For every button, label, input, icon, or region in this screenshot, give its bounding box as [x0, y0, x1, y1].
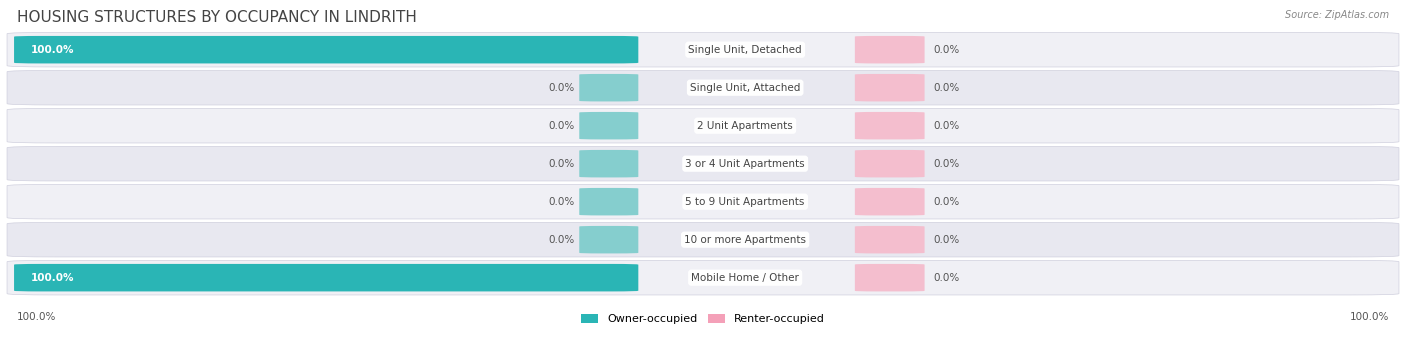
Text: Mobile Home / Other: Mobile Home / Other — [692, 273, 799, 283]
Text: 0.0%: 0.0% — [934, 45, 959, 55]
Text: 3 or 4 Unit Apartments: 3 or 4 Unit Apartments — [685, 159, 806, 169]
FancyBboxPatch shape — [7, 32, 1399, 67]
Text: 0.0%: 0.0% — [934, 159, 959, 169]
Text: 0.0%: 0.0% — [548, 197, 575, 207]
Text: Single Unit, Attached: Single Unit, Attached — [690, 83, 800, 93]
Text: Single Unit, Detached: Single Unit, Detached — [689, 45, 801, 55]
FancyBboxPatch shape — [855, 188, 925, 216]
Text: 2 Unit Apartments: 2 Unit Apartments — [697, 121, 793, 131]
Text: 0.0%: 0.0% — [934, 121, 959, 131]
Text: 0.0%: 0.0% — [934, 197, 959, 207]
Text: Source: ZipAtlas.com: Source: ZipAtlas.com — [1285, 10, 1389, 20]
Text: 0.0%: 0.0% — [934, 83, 959, 93]
FancyBboxPatch shape — [855, 112, 925, 139]
Text: 100.0%: 100.0% — [31, 273, 75, 283]
FancyBboxPatch shape — [7, 184, 1399, 219]
FancyBboxPatch shape — [579, 150, 638, 177]
FancyBboxPatch shape — [579, 74, 638, 101]
FancyBboxPatch shape — [855, 74, 925, 101]
Text: 100.0%: 100.0% — [31, 45, 75, 55]
FancyBboxPatch shape — [14, 264, 638, 292]
FancyBboxPatch shape — [7, 70, 1399, 105]
FancyBboxPatch shape — [579, 112, 638, 139]
FancyBboxPatch shape — [579, 226, 638, 253]
Text: HOUSING STRUCTURES BY OCCUPANCY IN LINDRITH: HOUSING STRUCTURES BY OCCUPANCY IN LINDR… — [17, 10, 416, 25]
FancyBboxPatch shape — [7, 222, 1399, 257]
Text: 5 to 9 Unit Apartments: 5 to 9 Unit Apartments — [686, 197, 804, 207]
FancyBboxPatch shape — [7, 146, 1399, 181]
Text: 100.0%: 100.0% — [1350, 312, 1389, 322]
FancyBboxPatch shape — [855, 264, 925, 292]
Text: 0.0%: 0.0% — [548, 159, 575, 169]
Text: 0.0%: 0.0% — [548, 235, 575, 245]
Text: 0.0%: 0.0% — [934, 235, 959, 245]
FancyBboxPatch shape — [579, 188, 638, 216]
Text: 10 or more Apartments: 10 or more Apartments — [685, 235, 806, 245]
FancyBboxPatch shape — [855, 36, 925, 63]
FancyBboxPatch shape — [14, 36, 638, 63]
Text: 100.0%: 100.0% — [17, 312, 56, 322]
Legend: Owner-occupied, Renter-occupied: Owner-occupied, Renter-occupied — [576, 309, 830, 329]
Text: 0.0%: 0.0% — [548, 83, 575, 93]
FancyBboxPatch shape — [855, 150, 925, 177]
FancyBboxPatch shape — [855, 226, 925, 253]
FancyBboxPatch shape — [7, 108, 1399, 143]
Text: 0.0%: 0.0% — [548, 121, 575, 131]
Text: 0.0%: 0.0% — [934, 273, 959, 283]
FancyBboxPatch shape — [7, 261, 1399, 295]
